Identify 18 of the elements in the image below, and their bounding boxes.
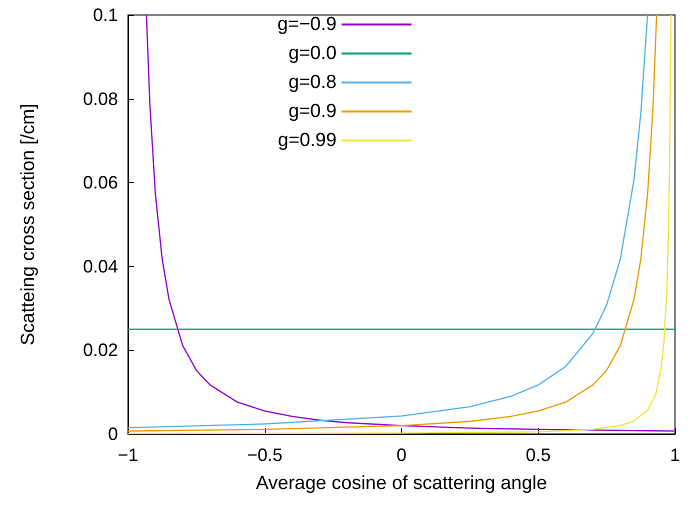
y-tick-label: 0.08 bbox=[82, 88, 118, 109]
x-tick-label: 0 bbox=[396, 445, 407, 465]
legend-label: g=0.9 bbox=[288, 101, 337, 122]
y-tick-label: 0.02 bbox=[82, 340, 118, 360]
x-tick-label: 0.5 bbox=[526, 445, 551, 465]
x-tick-label: −0.5 bbox=[246, 445, 283, 465]
y-axis-title: Scatteing cross section [/cm] bbox=[18, 104, 39, 346]
x-tick-label: −1 bbox=[118, 445, 138, 465]
legend-label: g=0.8 bbox=[288, 72, 337, 93]
legend-label: g=0.0 bbox=[288, 43, 337, 64]
legend-label: g=−0.9 bbox=[277, 14, 337, 35]
x-tick-label: 1 bbox=[670, 445, 680, 465]
y-tick-label: 0.04 bbox=[82, 256, 118, 276]
y-tick-label: 0.06 bbox=[82, 172, 118, 193]
y-tick-label: 0 bbox=[108, 424, 118, 444]
x-axis-title: Average cosine of scattering angle bbox=[256, 473, 548, 494]
legend-label: g=0.99 bbox=[278, 130, 337, 151]
y-tick-label: 0.1 bbox=[92, 5, 118, 25]
